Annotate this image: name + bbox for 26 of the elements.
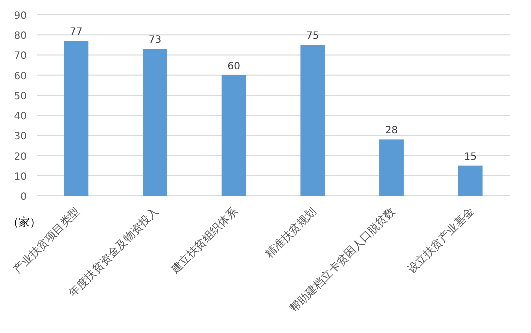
data-label: 73 [148,35,162,46]
data-label: 77 [70,27,83,38]
data-label: 75 [306,31,320,42]
x-tick-label: 设立扶贫产业基金 [405,204,477,276]
y-tick-label: 80 [14,31,27,42]
x-tick-label: 精准扶贫规划 [263,204,320,261]
bar [380,140,404,196]
bar [300,45,326,196]
y-tick-label: 40 [14,112,27,123]
data-label: 15 [464,152,477,163]
x-tick-label: 建立扶贫组织体系 [168,204,240,278]
y-tick-label: 30 [14,132,27,143]
bar [143,49,168,196]
y-tick-label: 0 [20,192,27,203]
y-tick-label: 70 [14,51,27,62]
y-tick-label: 50 [14,91,27,102]
y-tick-label: 60 [14,71,27,82]
bar [458,166,483,196]
y-tick-label: 20 [14,152,27,163]
data-label: 28 [385,126,398,137]
bar [222,75,246,196]
y-tick-label: 10 [14,172,27,183]
y-tick-label: 90 [14,11,27,22]
bar [64,41,89,196]
y-axis-title: （家） [8,216,41,229]
data-label: 60 [228,61,240,72]
